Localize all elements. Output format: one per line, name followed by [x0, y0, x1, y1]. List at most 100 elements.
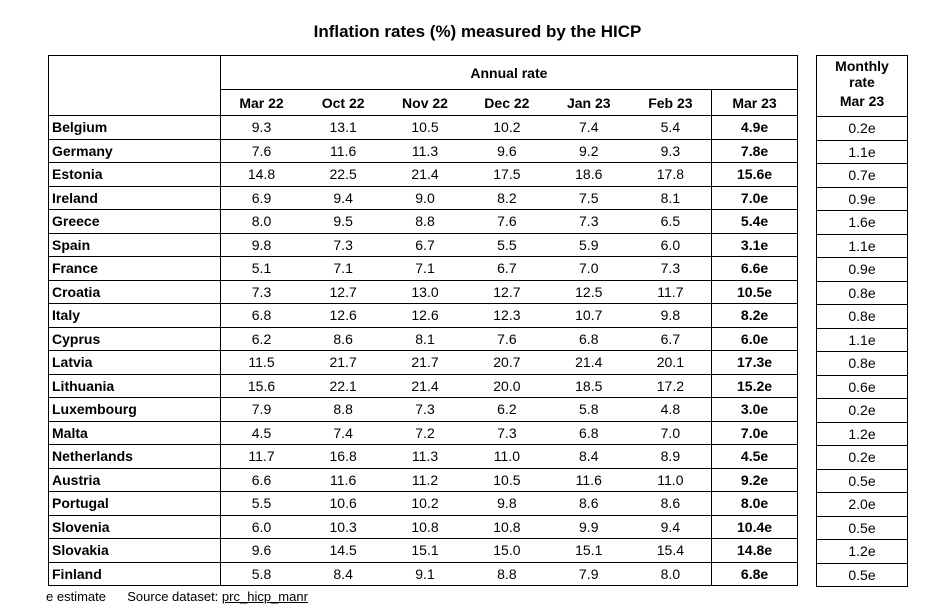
period-header: Feb 23 — [629, 89, 712, 116]
monthly-rate-cell: 1.2e — [816, 539, 908, 563]
annual-rate-cell: 10.2 — [384, 491, 466, 515]
monthly-rate-cell: 0.9e — [816, 186, 908, 211]
table-row: Ireland 6.9 9.4 9.0 8.2 7.5 8.1 7.0e — [48, 185, 798, 210]
annual-rate-cell: 8.2 — [465, 185, 548, 210]
table-row: Slovenia 6.0 10.3 10.8 10.8 9.9 9.4 10.4e — [48, 514, 798, 539]
table-row: Malta 4.5 7.4 7.2 7.3 6.8 7.0 7.0e — [48, 420, 798, 445]
source-dataset-link[interactable]: prc_hicp_manr — [221, 589, 308, 604]
annual-rate-cell: 8.8 — [384, 209, 466, 233]
table-row: Germany 7.6 11.6 11.3 9.6 9.2 9.3 7.8e — [48, 138, 798, 163]
annual-rate-cell: 15.6e — [711, 162, 798, 186]
annual-rate-cell: 12.6 — [384, 303, 466, 327]
table-row: 0.5e — [816, 515, 908, 540]
annual-rate-cell: 9.1 — [384, 561, 466, 586]
country-name: Austria — [48, 467, 221, 492]
annual-rate-cell: 9.0 — [384, 185, 466, 210]
table-row: Luxembourg 7.9 8.8 7.3 6.2 5.8 4.8 3.0e — [48, 397, 798, 421]
annual-rate-cell: 4.9e — [711, 115, 798, 139]
annual-rate-cell: 10.5 — [465, 467, 548, 492]
monthly-rate-cell: 0.5e — [816, 562, 908, 587]
annual-rate-cell: 6.2 — [465, 397, 548, 421]
table-row: Belgium 9.3 13.1 10.5 10.2 7.4 5.4 4.9e — [48, 115, 798, 139]
annual-rate-cell: 10.3 — [302, 514, 385, 539]
annual-rate-cell: 6.0 — [220, 514, 303, 539]
annual-rate-cell: 15.0 — [465, 538, 548, 562]
annual-rate-cell: 10.6 — [302, 491, 385, 515]
annual-rate-cell: 5.4 — [660, 119, 681, 136]
annual-rate-cell: 21.4 — [384, 162, 466, 186]
annual-rate-cell: 10.5 — [411, 119, 439, 136]
monthly-rate-cell: 1.1e — [816, 139, 908, 164]
annual-rate-cell: 16.8 — [302, 444, 385, 468]
annual-rate-header: Annual rate — [220, 55, 798, 90]
table-row: Austria 6.6 11.6 11.2 10.5 11.6 11.0 9.2e — [48, 467, 798, 492]
annual-rate-cell: 21.4 — [547, 350, 630, 374]
table-row: 0.5e — [816, 468, 908, 493]
annual-rate-cell: 8.1 — [384, 326, 466, 351]
table-row: Netherlands 11.7 16.8 11.3 11.0 8.4 8.9 4.5e — [48, 444, 798, 468]
annual-rate-cell: 18.6 — [547, 162, 630, 186]
annual-rate-cell: 7.3 — [465, 420, 548, 445]
annual-rate-cell: 8.9 — [629, 444, 712, 468]
annual-rate-cell: 5.8 — [547, 397, 630, 421]
annual-rate-cell: 7.2 — [384, 420, 466, 445]
annual-rate-cell: 7.9 — [547, 561, 630, 586]
table-row: 0.5e — [816, 562, 908, 587]
annual-rate-cell: 12.7 — [302, 279, 385, 304]
annual-rate-cell: 9.3 — [629, 138, 712, 163]
monthly-rate-cell: 0.2e — [816, 445, 908, 469]
table-row: 0.7e — [816, 163, 908, 187]
country-name: Greece — [48, 209, 221, 233]
header-corner — [48, 55, 221, 116]
monthly-rate-cell: 0.6e — [816, 374, 908, 399]
annual-rate-cell: 13.0 — [384, 279, 466, 304]
annual-rate-cell: 3.1e — [711, 232, 798, 257]
table-row: 1.1e — [816, 327, 908, 352]
annual-rate-cell: 6.7 — [629, 326, 712, 351]
annual-rate-cell: 22.5 — [302, 162, 385, 186]
annual-rate-cell: 7.9 — [220, 397, 303, 421]
annual-rate-cell: 7.0e — [711, 185, 798, 210]
country-name: Croatia — [48, 279, 221, 304]
table-row: France 5.1 7.1 7.1 6.7 7.0 7.3 6.6e — [48, 256, 798, 280]
annual-rate-cell: 9.6 — [220, 538, 303, 562]
monthly-rate-cell: 1.2e — [816, 421, 908, 446]
annual-rate-cell: 11.3 — [384, 444, 466, 468]
annual-rate-cell: 7.3 — [302, 232, 385, 257]
annual-rate-cell: 9.8 — [220, 232, 303, 257]
annual-rate-cell: 6.8 — [547, 326, 630, 351]
annual-rate-cell: 17.2 — [629, 373, 712, 398]
country-name: Spain — [48, 232, 221, 257]
annual-rate-cell: 7.5 — [547, 185, 630, 210]
country-name: Ireland — [48, 185, 221, 210]
annual-rate-cell: 9.6 — [465, 138, 548, 163]
annual-rate-cell: 5.8 — [220, 561, 303, 586]
annual-rate-cell: 7.4 — [302, 420, 385, 445]
annual-rate-cell: 9.4 — [629, 514, 712, 539]
annual-rate-cell: 9.2e — [711, 467, 798, 492]
annual-rate-cell: 10.2 — [493, 119, 521, 136]
table-row: 0.2e — [816, 398, 908, 422]
period-header: Oct 22 — [302, 89, 385, 116]
annual-rate-cell: 5.4e — [711, 209, 798, 233]
annual-rate-cell: 6.8 — [220, 303, 303, 327]
monthly-rate-cell: 0.5e — [816, 468, 908, 493]
table-row: 0.2e — [817, 117, 908, 141]
annual-rate-cell: 11.2 — [384, 467, 466, 492]
annual-rate-cell: 12.3 — [465, 303, 548, 327]
annual-rate-cell: 5.5 — [220, 491, 303, 515]
country-name: Latvia — [48, 350, 221, 374]
period-header: Nov 22 — [384, 89, 466, 116]
monthly-rate-cell: 1.1e — [816, 233, 908, 258]
annual-rate-cell: 8.6 — [547, 491, 630, 515]
annual-rate-cell: 11.7 — [629, 279, 712, 304]
table-row: Italy 6.8 12.6 12.6 12.3 10.7 9.8 8.2e — [48, 303, 798, 327]
table-row: Estonia 14.8 22.5 21.4 17.5 18.6 17.8 15.6e — [48, 162, 798, 186]
monthly-rate-cell: 0.8e — [816, 280, 908, 305]
annual-rate-cell: 10.4e — [711, 514, 798, 539]
annual-rate-cell: 10.5e — [711, 279, 798, 304]
annual-rate-cell: 15.6 — [220, 373, 303, 398]
annual-rate-cell: 9.2 — [547, 138, 630, 163]
annual-rate-cell: 11.3 — [384, 138, 466, 163]
table-row: 0.9e — [816, 186, 908, 211]
